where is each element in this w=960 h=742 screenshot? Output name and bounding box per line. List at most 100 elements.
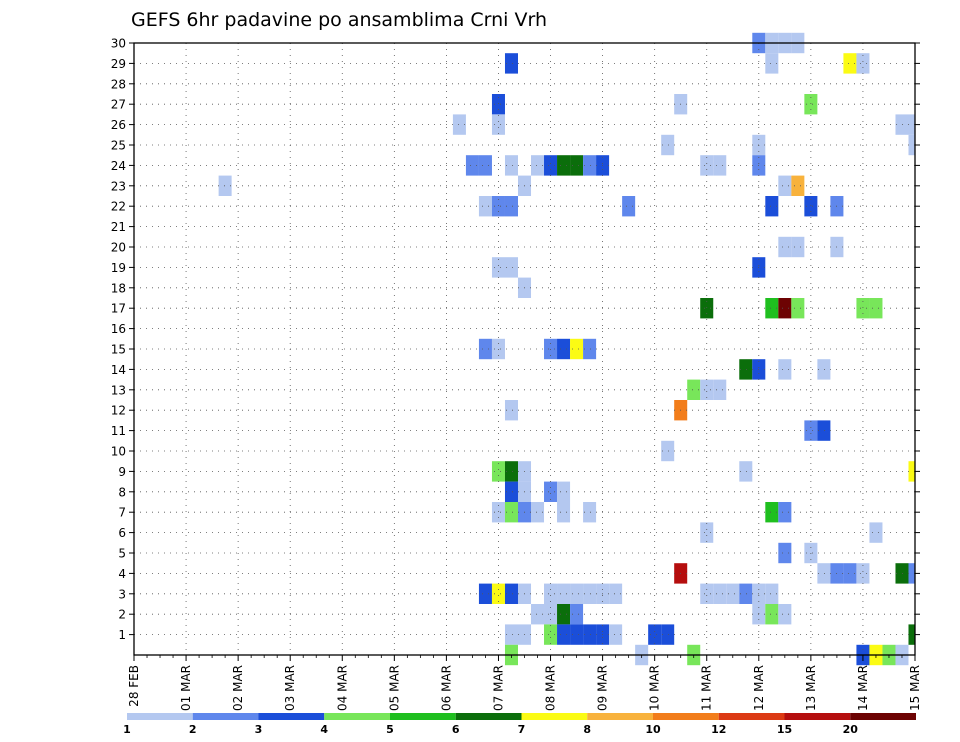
heatmap-cell	[869, 298, 883, 319]
heatmap-cell	[856, 563, 870, 584]
heatmap-cell	[531, 155, 545, 176]
legend-label: 4	[320, 723, 328, 736]
heatmap-cell	[700, 522, 714, 543]
y-tick-label: 29	[111, 57, 126, 71]
heatmap-cell	[491, 94, 505, 115]
y-tick-label: 5	[118, 547, 126, 561]
x-tick-label: 13 MAR	[804, 665, 818, 711]
legend-swatch	[127, 713, 193, 720]
heatmap-cell	[478, 196, 492, 217]
heatmap-cell	[739, 359, 753, 380]
legend-swatch	[324, 713, 390, 720]
heatmap-cell	[544, 481, 558, 502]
legend-label: 5	[386, 723, 394, 736]
heatmap-cell	[713, 155, 727, 176]
legend-label: 10	[645, 723, 661, 736]
heatmap-cell	[765, 298, 779, 319]
heatmap-cell	[700, 298, 714, 319]
heatmap-cell	[478, 155, 492, 176]
heatmap-cell	[817, 359, 831, 380]
y-tick-label: 6	[118, 526, 126, 540]
heatmap-cell	[583, 583, 597, 604]
heatmap-cell	[491, 196, 505, 217]
heatmap-cell	[856, 53, 870, 74]
heatmap-cell	[478, 338, 492, 360]
heatmap-cell	[491, 502, 505, 523]
legend-swatch	[192, 713, 259, 720]
heatmap-cell	[452, 114, 466, 135]
heatmap-cell	[791, 298, 805, 319]
heatmap-cell	[544, 155, 558, 176]
y-tick-label: 2	[118, 608, 126, 622]
y-tick-label: 21	[111, 220, 126, 234]
heatmap-cells	[218, 32, 915, 666]
heatmap-cell	[557, 624, 571, 645]
heatmap-cell	[504, 481, 518, 502]
heatmap-cell	[583, 155, 597, 176]
heatmap-cell	[778, 604, 792, 625]
y-tick-label: 16	[111, 322, 126, 336]
heatmap-cell	[804, 420, 818, 441]
heatmap-cell	[908, 461, 915, 482]
heatmap-cell	[491, 461, 505, 482]
x-tick-label: 11 MAR	[700, 665, 714, 711]
y-tick-label: 23	[111, 179, 126, 193]
heatmap-cell	[583, 624, 597, 645]
y-tick-label: 30	[111, 37, 126, 51]
color-legend: 1 2 3 4 5 6 7 8 10 12 15 20	[123, 713, 916, 736]
heatmap-cell	[557, 604, 571, 625]
y-tick-label: 1	[118, 628, 126, 642]
heatmap-cell	[908, 624, 915, 645]
heatmap-cell	[661, 134, 675, 156]
x-tick-label: 06 MAR	[439, 665, 453, 711]
heatmap-cell	[869, 522, 883, 543]
heatmap-cell	[687, 379, 701, 400]
heatmap-cell	[713, 379, 727, 400]
legend-label: 3	[255, 723, 263, 736]
y-tick-label: 13	[111, 383, 126, 397]
legend-label: 20	[843, 723, 859, 736]
heatmap-cell	[491, 114, 505, 135]
heatmap-cell	[700, 583, 714, 604]
legend-label: 2	[189, 723, 197, 736]
y-tick-label: 18	[111, 281, 126, 295]
heatmap-cell	[908, 134, 915, 156]
heatmap-cell	[504, 196, 518, 217]
heatmap-cell	[504, 502, 518, 523]
heatmap-cell	[544, 624, 558, 645]
heatmap-cell	[570, 155, 584, 176]
heatmap-cell	[778, 502, 792, 523]
y-tick-label: 14	[111, 363, 126, 377]
heatmap-cell	[895, 114, 909, 135]
heatmap-cell	[765, 583, 779, 604]
y-tick-label: 19	[111, 261, 126, 275]
y-tick-label: 26	[111, 118, 126, 132]
y-tick-label: 3	[118, 587, 126, 601]
heatmap-cell	[570, 604, 584, 625]
heatmap-cell	[765, 604, 779, 625]
legend-swatch	[653, 713, 719, 720]
heatmap-cell	[504, 400, 518, 421]
heatmap-cell	[504, 257, 518, 278]
heatmap-cell	[478, 583, 492, 604]
y-tick-label: 20	[111, 241, 126, 255]
heatmap-cell	[700, 155, 714, 176]
x-tick-label: 09 MAR	[596, 665, 610, 711]
y-tick-label: 12	[111, 404, 126, 418]
heatmap-cell	[504, 53, 518, 74]
legend-swatch	[455, 713, 522, 720]
heatmap-cell	[843, 53, 857, 74]
heatmap-cell	[778, 359, 792, 380]
heatmap-cell	[583, 338, 597, 360]
heatmap-cell	[622, 196, 636, 217]
x-tick-label: 15 MAR	[908, 665, 922, 711]
heatmap-cell	[817, 420, 831, 441]
heatmap-cell	[739, 461, 753, 482]
heatmap-cell	[609, 583, 623, 604]
heatmap-cell	[531, 502, 545, 523]
heatmap-cell	[778, 298, 792, 319]
y-tick-label: 8	[118, 485, 126, 499]
y-tick-label: 22	[111, 200, 126, 214]
heatmap-cell	[856, 298, 870, 319]
legend-swatch	[784, 713, 851, 720]
